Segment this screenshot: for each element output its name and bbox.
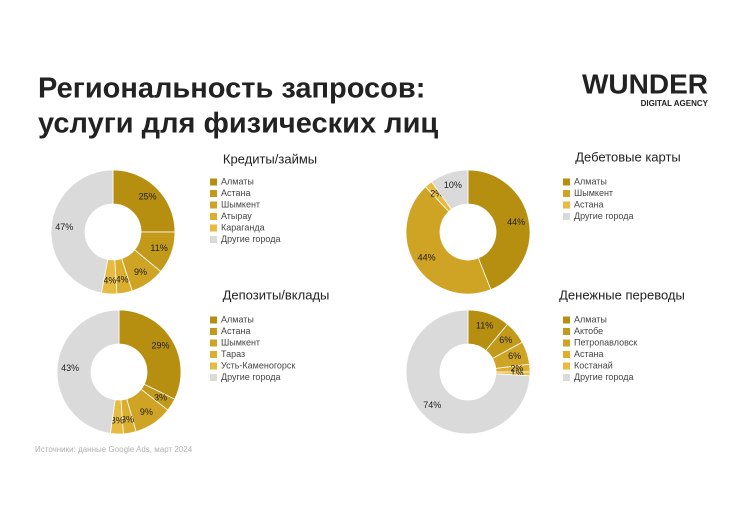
legend-label: Другие города (221, 234, 280, 244)
legend-swatch (210, 328, 217, 335)
legend-label: Алматы (221, 176, 254, 186)
legend-label: Костанай (574, 360, 613, 370)
data-label: 2% (510, 363, 523, 373)
data-label: 29% (152, 340, 170, 350)
legend-label: Алматы (221, 314, 254, 324)
data-label: 10% (444, 180, 462, 190)
data-label: 3% (121, 415, 134, 425)
legend-swatch (210, 213, 217, 220)
data-label: 2% (430, 189, 443, 199)
legend-label: Астана (221, 188, 251, 198)
data-label: 3% (154, 392, 167, 402)
logo-subtitle: DIGITAL AGENCY (641, 99, 709, 108)
legend-swatch (563, 351, 570, 358)
data-label: 6% (508, 351, 521, 361)
legend-label: Актобе (574, 326, 603, 336)
legend-swatch (210, 374, 217, 381)
legend-label: Усть-Каменогорск (221, 360, 295, 370)
legend-label: Алматы (574, 314, 607, 324)
data-label: 11% (476, 320, 493, 330)
donut-slice (430, 169, 469, 210)
data-label: 6% (499, 335, 512, 345)
legend-label: Другие города (221, 372, 280, 382)
logo: WUNDER (582, 68, 708, 99)
legend-swatch (210, 224, 217, 232)
legend-label: Петропавловск (574, 337, 637, 347)
data-label: 44% (418, 253, 436, 263)
slide-title: услуги для физических лиц (38, 108, 438, 140)
slide-title: Региональность запросов: (38, 73, 425, 105)
chart-title: Дебетовые карты (575, 149, 681, 164)
data-label: 43% (61, 363, 79, 373)
legend-label: Другие города (574, 211, 633, 221)
data-label: 9% (134, 267, 147, 277)
legend-label: Атырау (221, 211, 252, 221)
data-label: 1% (510, 368, 523, 378)
legend-label: Шымкент (221, 199, 260, 209)
legend-label: Астана (574, 349, 604, 359)
legend-swatch (563, 316, 570, 324)
data-label: 11% (150, 243, 167, 253)
legend-label: Тараз (221, 349, 245, 359)
data-label: 74% (423, 400, 441, 410)
legend-label: Другие города (574, 372, 633, 382)
legend-label: Астана (221, 326, 251, 336)
donut-slice (467, 169, 531, 291)
legend-swatch (210, 351, 217, 358)
data-label: 4% (103, 275, 116, 285)
data-label: 47% (55, 222, 73, 232)
data-label: 44% (507, 217, 525, 227)
legend-swatch (210, 178, 217, 186)
legend-swatch (563, 213, 570, 220)
legend-swatch (563, 190, 570, 197)
donut-slice (405, 309, 531, 435)
legend-label: Караганда (221, 222, 265, 232)
legend-swatch (210, 339, 217, 347)
data-label: 4% (116, 275, 129, 285)
legend-swatch (563, 374, 570, 381)
data-label: 9% (140, 407, 153, 417)
chart-title: Депозиты/вклады (223, 287, 330, 302)
legend-label: Астана (574, 199, 604, 209)
legend-swatch (210, 316, 217, 324)
chart-title: Денежные переводы (559, 287, 685, 302)
legend-swatch (210, 190, 217, 197)
donut-slice (405, 186, 492, 295)
legend-swatch (563, 178, 570, 186)
chart-title: Кредиты/займы (223, 151, 317, 166)
donut-slice (50, 169, 114, 294)
legend-swatch (210, 236, 217, 243)
donut-slice (112, 169, 176, 233)
donut-slice (118, 309, 182, 400)
legend-label: Шымкент (221, 337, 260, 347)
legend-swatch (563, 339, 570, 347)
data-label: 3% (111, 415, 124, 425)
data-label: 25% (139, 192, 157, 202)
legend-swatch (563, 328, 570, 335)
legend-swatch (210, 362, 217, 370)
legend-label: Алматы (574, 176, 607, 186)
donut-slice (56, 309, 120, 434)
source-note: Источники: данные Google Ads, март 2024 (35, 445, 193, 454)
legend-label: Шымкент (574, 188, 613, 198)
legend-swatch (563, 201, 570, 209)
legend-swatch (210, 201, 217, 209)
legend-swatch (563, 362, 570, 370)
